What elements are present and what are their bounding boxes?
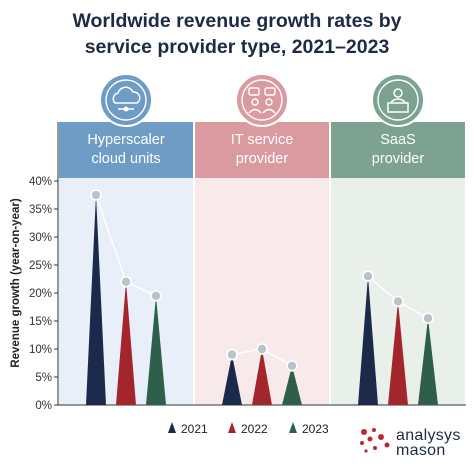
y-tick-label: 5%: [35, 372, 52, 384]
panel-header-3: [331, 122, 465, 178]
chart-title-line-1: Worldwide revenue growth rates by: [72, 10, 402, 32]
cloud-shape-icon: [112, 86, 141, 104]
panel-header-label-2-line-1: IT service: [231, 132, 294, 148]
bar-2022-2: [252, 349, 272, 405]
legend-label-2022: 2022: [241, 422, 268, 436]
panel-header-1: [59, 122, 193, 178]
point-2023-2: [286, 359, 298, 372]
person-head-icon: [393, 88, 403, 98]
bar-2022-1: [116, 281, 136, 405]
people-chat-icon: [235, 73, 289, 127]
chart-title: Worldwide revenue growth rates by servic…: [0, 8, 474, 60]
chat-bubble-right-icon: [264, 87, 276, 96]
legend-label-2021: 2021: [181, 422, 208, 436]
point-2022-2: [256, 343, 268, 355]
y-tick-label: 10%: [29, 344, 52, 356]
point-2023-3: [422, 312, 434, 325]
y-tick-label: 40%: [29, 176, 52, 188]
person-desk-icon-ring: [377, 79, 419, 121]
people-chat-icon-ring: [241, 79, 283, 121]
person-left-icon: [251, 98, 259, 106]
bar-2021-1: [86, 195, 106, 405]
logo-text: analysys mason: [396, 427, 468, 459]
network-node-icon: [123, 106, 129, 112]
bar-2021-3: [358, 276, 378, 405]
panel-header-label-3-line-1: SaaS: [380, 132, 415, 148]
bar-2023-2: [282, 365, 302, 405]
y-tick-label: 30%: [29, 232, 52, 244]
logo-dots-icon: [360, 428, 390, 453]
y-tick-label: 15%: [29, 316, 52, 328]
panel-header-2: [195, 122, 329, 178]
logo-line-2: mason: [396, 442, 446, 459]
point-2021-2: [226, 348, 238, 361]
person-shoulders-icon: [390, 98, 406, 103]
y-tick-label: 20%: [29, 288, 52, 300]
point-2021-3: [362, 270, 374, 283]
y-tick-label: 25%: [29, 260, 52, 272]
panel-header-label-1-line-1: Hyperscaler: [87, 132, 165, 148]
point-2022-3: [392, 295, 404, 308]
people-shoulders-icon: [248, 108, 276, 114]
cloud-network-icon-ring: [105, 79, 147, 121]
bar-2023-3: [418, 318, 438, 405]
desk-icon: [387, 102, 409, 113]
chart-title-line-2: service provider type, 2021–2023: [84, 36, 390, 58]
bar-2023-1: [146, 295, 166, 405]
cloud-network-icon: [99, 73, 153, 127]
logo-line-1: analysys: [396, 427, 461, 444]
panel-header-label-1-line-2: cloud units: [91, 151, 160, 167]
person-desk-icon: [371, 73, 425, 127]
legend-swatch-2023: [289, 422, 297, 433]
point-2021-1: [90, 189, 102, 201]
chat-bubble-left-icon: [248, 87, 260, 96]
point-2023-1: [150, 289, 162, 302]
bar-2022-3: [388, 301, 408, 405]
panel-header-label-2-line-2: provider: [236, 151, 289, 167]
bar-2021-2: [222, 354, 242, 405]
legend-label-2023: 2023: [302, 422, 329, 436]
legend-swatch-2021: [168, 422, 176, 433]
y-axis-label: Revenue growth (year-on-year): [10, 198, 22, 368]
legend-swatch-2022: [228, 422, 236, 433]
point-2022-1: [120, 275, 132, 288]
y-tick-label: 0%: [35, 400, 52, 412]
panel-header-label-3-line-2: provider: [372, 151, 425, 167]
person-right-icon: [265, 98, 273, 106]
y-tick-label: 35%: [29, 204, 52, 216]
